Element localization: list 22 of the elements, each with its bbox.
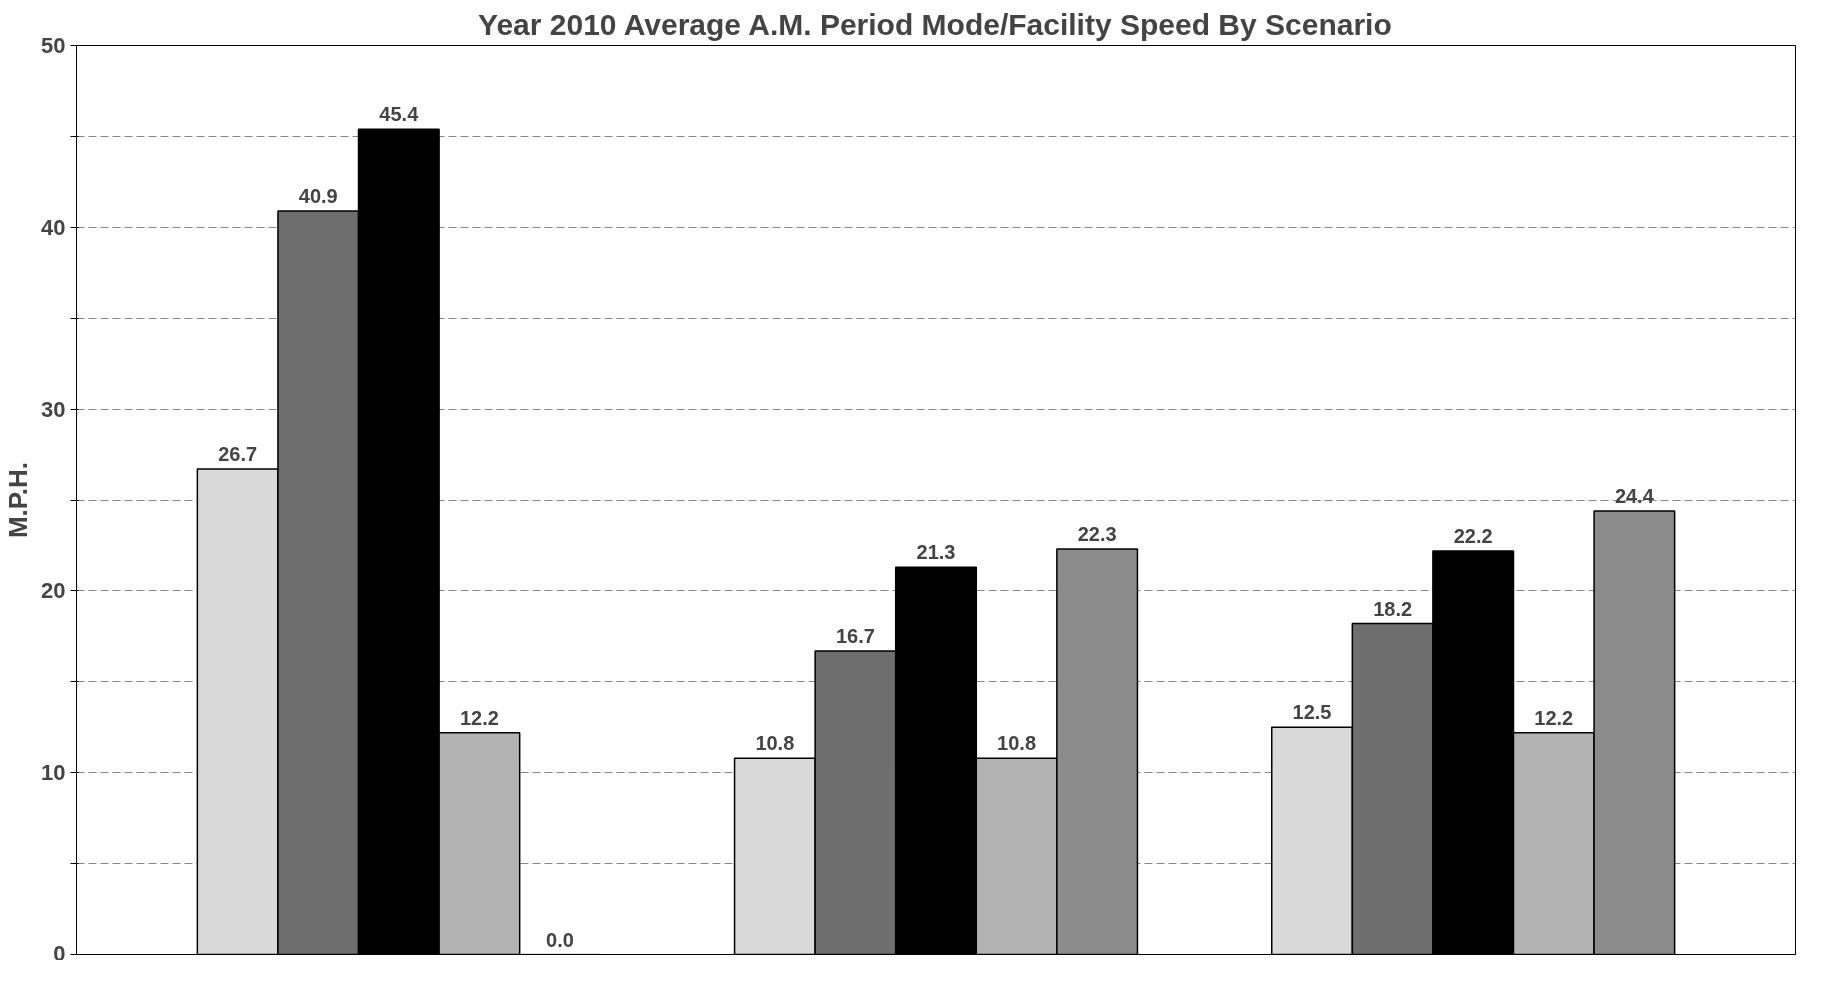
data-label: 16.7 bbox=[835, 624, 875, 647]
data-label: 0.0 bbox=[546, 928, 574, 951]
y-tick-label: 0 bbox=[53, 940, 66, 966]
data-label: 22.2 bbox=[1453, 524, 1493, 547]
data-label: 10.8 bbox=[997, 732, 1037, 755]
data-label: 26.7 bbox=[218, 443, 258, 466]
y-tick-label: 20 bbox=[41, 578, 66, 604]
y-tick-label: 40 bbox=[41, 214, 66, 240]
data-label: 10.8 bbox=[755, 732, 795, 755]
y-tick-label: 10 bbox=[41, 760, 66, 786]
data-label: 21.3 bbox=[916, 541, 956, 564]
data-label: 40.9 bbox=[298, 184, 338, 207]
data-label: 18.2 bbox=[1373, 597, 1413, 620]
y-axis-title: M.P.H. bbox=[3, 461, 34, 539]
data-label: 22.3 bbox=[1077, 523, 1117, 546]
y-tick-label: 30 bbox=[41, 396, 66, 422]
chart-title: Year 2010 Average A.M. Period Mode/Facility Speed By Scenario bbox=[478, 7, 1392, 41]
data-label: 45.4 bbox=[379, 103, 420, 126]
data-label: 12.2 bbox=[1534, 706, 1574, 729]
y-tick-label: 50 bbox=[41, 33, 66, 58]
data-label: 12.2 bbox=[459, 706, 499, 729]
data-label: 12.5 bbox=[1292, 701, 1332, 724]
